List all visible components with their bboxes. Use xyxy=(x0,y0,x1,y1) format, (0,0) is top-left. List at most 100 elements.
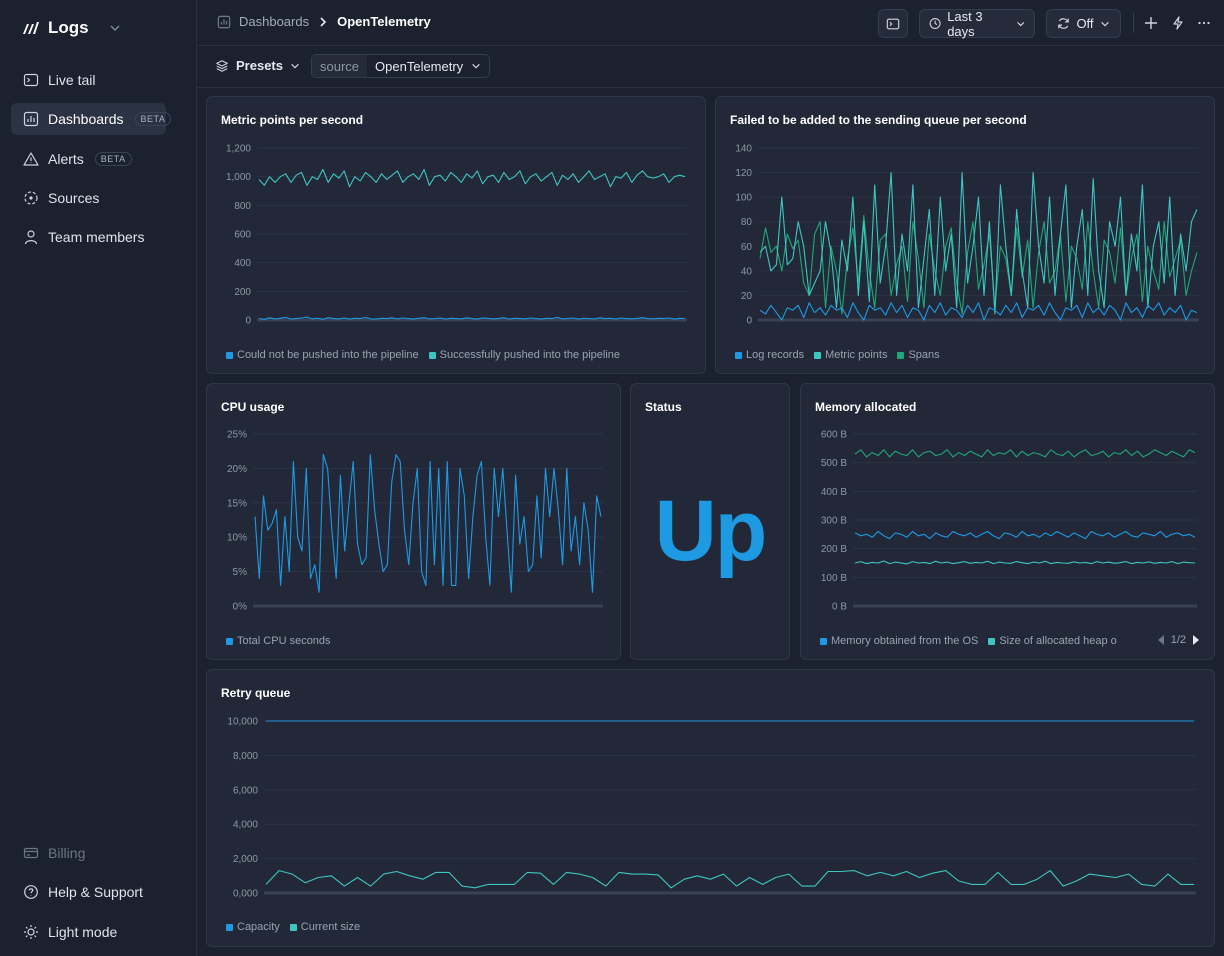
y-tick-label: 0% xyxy=(233,602,248,613)
chevron-down-icon xyxy=(1016,21,1024,26)
more-options-button[interactable] xyxy=(1195,14,1213,32)
y-tick-label: 25% xyxy=(227,430,247,441)
toolbar-divider xyxy=(1133,13,1134,33)
series-line[interactable] xyxy=(854,560,1196,565)
credit-card-icon xyxy=(23,847,39,859)
y-tick-label: 400 B xyxy=(821,487,847,498)
y-tick-label: 100 xyxy=(735,193,752,204)
status-value: Up xyxy=(654,483,768,579)
panel-title: Memory allocated xyxy=(815,400,917,414)
y-tick-label: 20% xyxy=(227,464,247,475)
legend-label: Memory obtained from the OS xyxy=(831,635,979,647)
legend-item[interactable]: Memory obtained from the OS xyxy=(820,635,978,647)
sidebar-item-label: Dashboards xyxy=(48,111,124,127)
sidebar-item-sources[interactable]: Sources xyxy=(11,182,166,214)
caret-left-icon[interactable] xyxy=(1157,635,1165,645)
legend-item[interactable]: Log records xyxy=(735,349,804,361)
quick-action-button[interactable] xyxy=(1169,14,1187,32)
caret-right-icon[interactable] xyxy=(1192,635,1200,645)
panel-cpu-usage: CPU usage 0% 5% 10% 15% 20% 25% Total CPU sec… xyxy=(206,383,621,660)
y-tick-label: 15% xyxy=(227,498,247,509)
legend-swatch xyxy=(735,351,742,359)
y-tick-label: 6,000 xyxy=(233,785,258,796)
app-name: Logs xyxy=(48,18,89,37)
sidebar-item-label: Alerts xyxy=(48,151,84,167)
chevron-down-icon[interactable] xyxy=(109,22,121,34)
y-tick-label: 0 xyxy=(746,316,752,327)
sidebar: Logs Live tail Dashboards BETA Alerts BE… xyxy=(0,0,197,956)
app-brand[interactable]: Logs xyxy=(22,16,121,40)
sidebar-item-alerts[interactable]: Alerts BETA xyxy=(11,143,166,175)
legend-label: Current size xyxy=(300,921,361,933)
sidebar-item-billing[interactable]: Billing xyxy=(11,837,166,869)
lightning-icon xyxy=(1173,16,1183,30)
series-line[interactable] xyxy=(854,530,1196,540)
sidebar-item-light-mode[interactable]: Light mode xyxy=(11,916,166,948)
chart-legend: Capacity Current size xyxy=(226,921,360,933)
chart-retry-queue: 0,000 2,000 4,000 6,000 8,000 10,000 xyxy=(227,717,1196,900)
auto-refresh-select[interactable]: Off xyxy=(1046,9,1121,38)
sidebar-item-dashboards[interactable]: Dashboards BETA xyxy=(11,103,172,135)
panel-title: Failed to be added to the sending queue … xyxy=(730,113,1027,127)
sidebar-item-team-members[interactable]: Team members xyxy=(11,221,166,253)
legend-item[interactable]: Spans xyxy=(897,349,940,361)
y-tick-label: 140 xyxy=(735,144,752,155)
sidebar-item-help[interactable]: Help & Support xyxy=(11,876,166,908)
presets-dropdown[interactable]: Presets xyxy=(215,58,300,73)
refresh-icon xyxy=(1058,18,1070,29)
chart-legend: Memory obtained from the OS Size of allo… xyxy=(820,635,1117,647)
y-tick-label: 1,200 xyxy=(226,144,251,155)
series-line[interactable] xyxy=(258,316,686,320)
sidebar-item-live-tail[interactable]: Live tail xyxy=(11,64,166,96)
legend-swatch xyxy=(226,923,233,931)
series-line[interactable] xyxy=(759,172,1198,315)
y-tick-label: 40 xyxy=(741,266,753,277)
chart-failed-queue: 0 20 40 60 80 100 120 140 xyxy=(735,144,1199,327)
sidebar-item-label: Live tail xyxy=(48,72,96,88)
y-tick-label: 0,000 xyxy=(233,889,258,900)
panel-status: Status Up xyxy=(630,383,790,660)
terminal-icon xyxy=(886,18,900,29)
series-line[interactable] xyxy=(759,215,1198,315)
y-tick-label: 400 xyxy=(234,258,251,269)
breadcrumb-dashboards[interactable]: Dashboards xyxy=(239,14,310,29)
legend-item[interactable]: Current size xyxy=(289,921,361,933)
y-tick-label: 300 B xyxy=(821,516,847,527)
series-line[interactable] xyxy=(254,454,602,593)
y-tick-label: 100 B xyxy=(821,573,847,584)
time-range-select[interactable]: Last 3 days xyxy=(919,9,1035,39)
chart-cpu-usage: 0% 5% 10% 15% 20% 25% xyxy=(227,430,603,613)
legend-label: Capacity xyxy=(237,921,280,933)
series-line[interactable] xyxy=(258,168,686,188)
legend-swatch xyxy=(820,637,827,645)
y-tick-label: 120 xyxy=(735,168,752,179)
source-filter-value[interactable]: OpenTelemetry xyxy=(367,59,489,74)
y-tick-label: 60 xyxy=(741,242,753,253)
legend-item[interactable]: Capacity xyxy=(226,921,280,933)
series-line[interactable] xyxy=(759,302,1198,321)
sidebar-item-label: Sources xyxy=(48,190,100,206)
legend-item[interactable]: Could not be pushed into the pipeline xyxy=(226,349,419,361)
legend-label: Total CPU seconds xyxy=(237,635,331,647)
chart-legend: Total CPU seconds xyxy=(226,635,331,647)
series-line[interactable] xyxy=(265,870,1194,889)
terminal-icon xyxy=(23,73,39,87)
y-tick-label: 10% xyxy=(227,533,247,544)
sidebar-item-label: Help & Support xyxy=(48,884,143,900)
add-chart-button[interactable] xyxy=(1142,14,1160,32)
y-tick-label: 600 B xyxy=(821,430,847,441)
y-tick-label: 500 B xyxy=(821,458,847,469)
y-tick-label: 5% xyxy=(233,567,248,578)
legend-item[interactable]: Size of allocated heap o xyxy=(988,635,1117,647)
y-tick-label: 1,000 xyxy=(226,172,251,183)
series-line[interactable] xyxy=(854,449,1196,458)
legend-label: Spans xyxy=(908,349,940,361)
legend-item[interactable]: Metric points xyxy=(814,349,887,361)
legend-swatch xyxy=(897,351,905,359)
legend-pager: 1/2 xyxy=(1157,634,1200,646)
y-tick-label: 2,000 xyxy=(233,854,258,865)
live-tail-button[interactable] xyxy=(878,9,908,38)
legend-item[interactable]: Successfully pushed into the pipeline xyxy=(428,349,620,361)
source-filter[interactable]: source OpenTelemetry xyxy=(311,54,491,78)
legend-item[interactable]: Total CPU seconds xyxy=(226,635,331,647)
